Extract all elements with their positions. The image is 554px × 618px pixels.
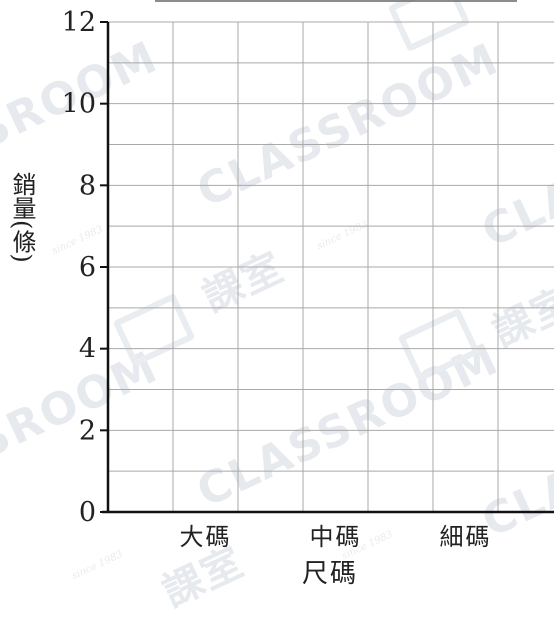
y-axis-title: 銷量(條) bbox=[8, 172, 36, 263]
y-tick-label: 12 bbox=[62, 7, 96, 38]
x-tick-label: 中碼 bbox=[310, 523, 362, 551]
x-axis-title: 尺碼 bbox=[302, 559, 358, 588]
chart: 0 2 4 6 8 10 12 大碼 中碼 細碼 尺碼 bbox=[62, 0, 554, 588]
grid bbox=[108, 21, 554, 513]
y-tick-label: 8 bbox=[79, 170, 96, 201]
y-tick-label: 0 bbox=[79, 497, 96, 528]
x-tick-label: 細碼 bbox=[440, 523, 492, 551]
axes bbox=[100, 0, 554, 514]
x-tick-labels: 大碼 中碼 細碼 bbox=[180, 523, 492, 551]
y-tick-label: 6 bbox=[79, 252, 96, 283]
y-tick-label: 4 bbox=[79, 334, 96, 365]
y-tick-labels: 0 2 4 6 8 10 12 bbox=[62, 7, 96, 528]
x-tick-label: 大碼 bbox=[180, 523, 232, 551]
y-tick-label: 10 bbox=[62, 89, 96, 120]
y-tick-label: 2 bbox=[79, 415, 96, 446]
